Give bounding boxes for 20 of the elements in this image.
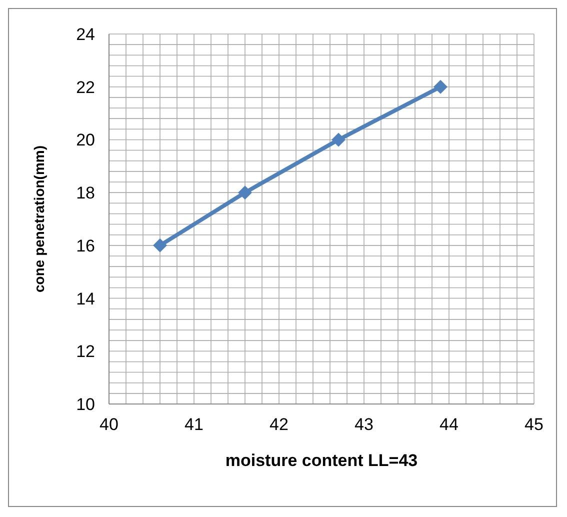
- y-tick-label: 10: [76, 395, 95, 414]
- y-tick-label: 18: [76, 184, 95, 203]
- y-tick-label: 14: [76, 289, 95, 308]
- point: [332, 132, 346, 147]
- y-tick-label: 20: [76, 130, 95, 150]
- y-tick-label: 16: [76, 236, 95, 256]
- point: [238, 186, 252, 200]
- x-tick-label: 41: [184, 415, 204, 434]
- y-tick-label: 22: [76, 78, 95, 97]
- y-tick-label: 24: [76, 25, 95, 44]
- point: [153, 238, 167, 252]
- point: [434, 80, 448, 94]
- x-tick-label: 40: [100, 415, 118, 434]
- y-axis-title: cone penetration(mm): [30, 145, 47, 293]
- x-axis-title: moisture content LL=43: [225, 451, 418, 470]
- x-tick-label: 43: [354, 415, 374, 434]
- y-tick-label: 12: [76, 342, 95, 362]
- x-tick-label: 45: [524, 415, 544, 434]
- x-tick-label: 42: [270, 415, 288, 434]
- x-tick-label: 44: [440, 415, 458, 434]
